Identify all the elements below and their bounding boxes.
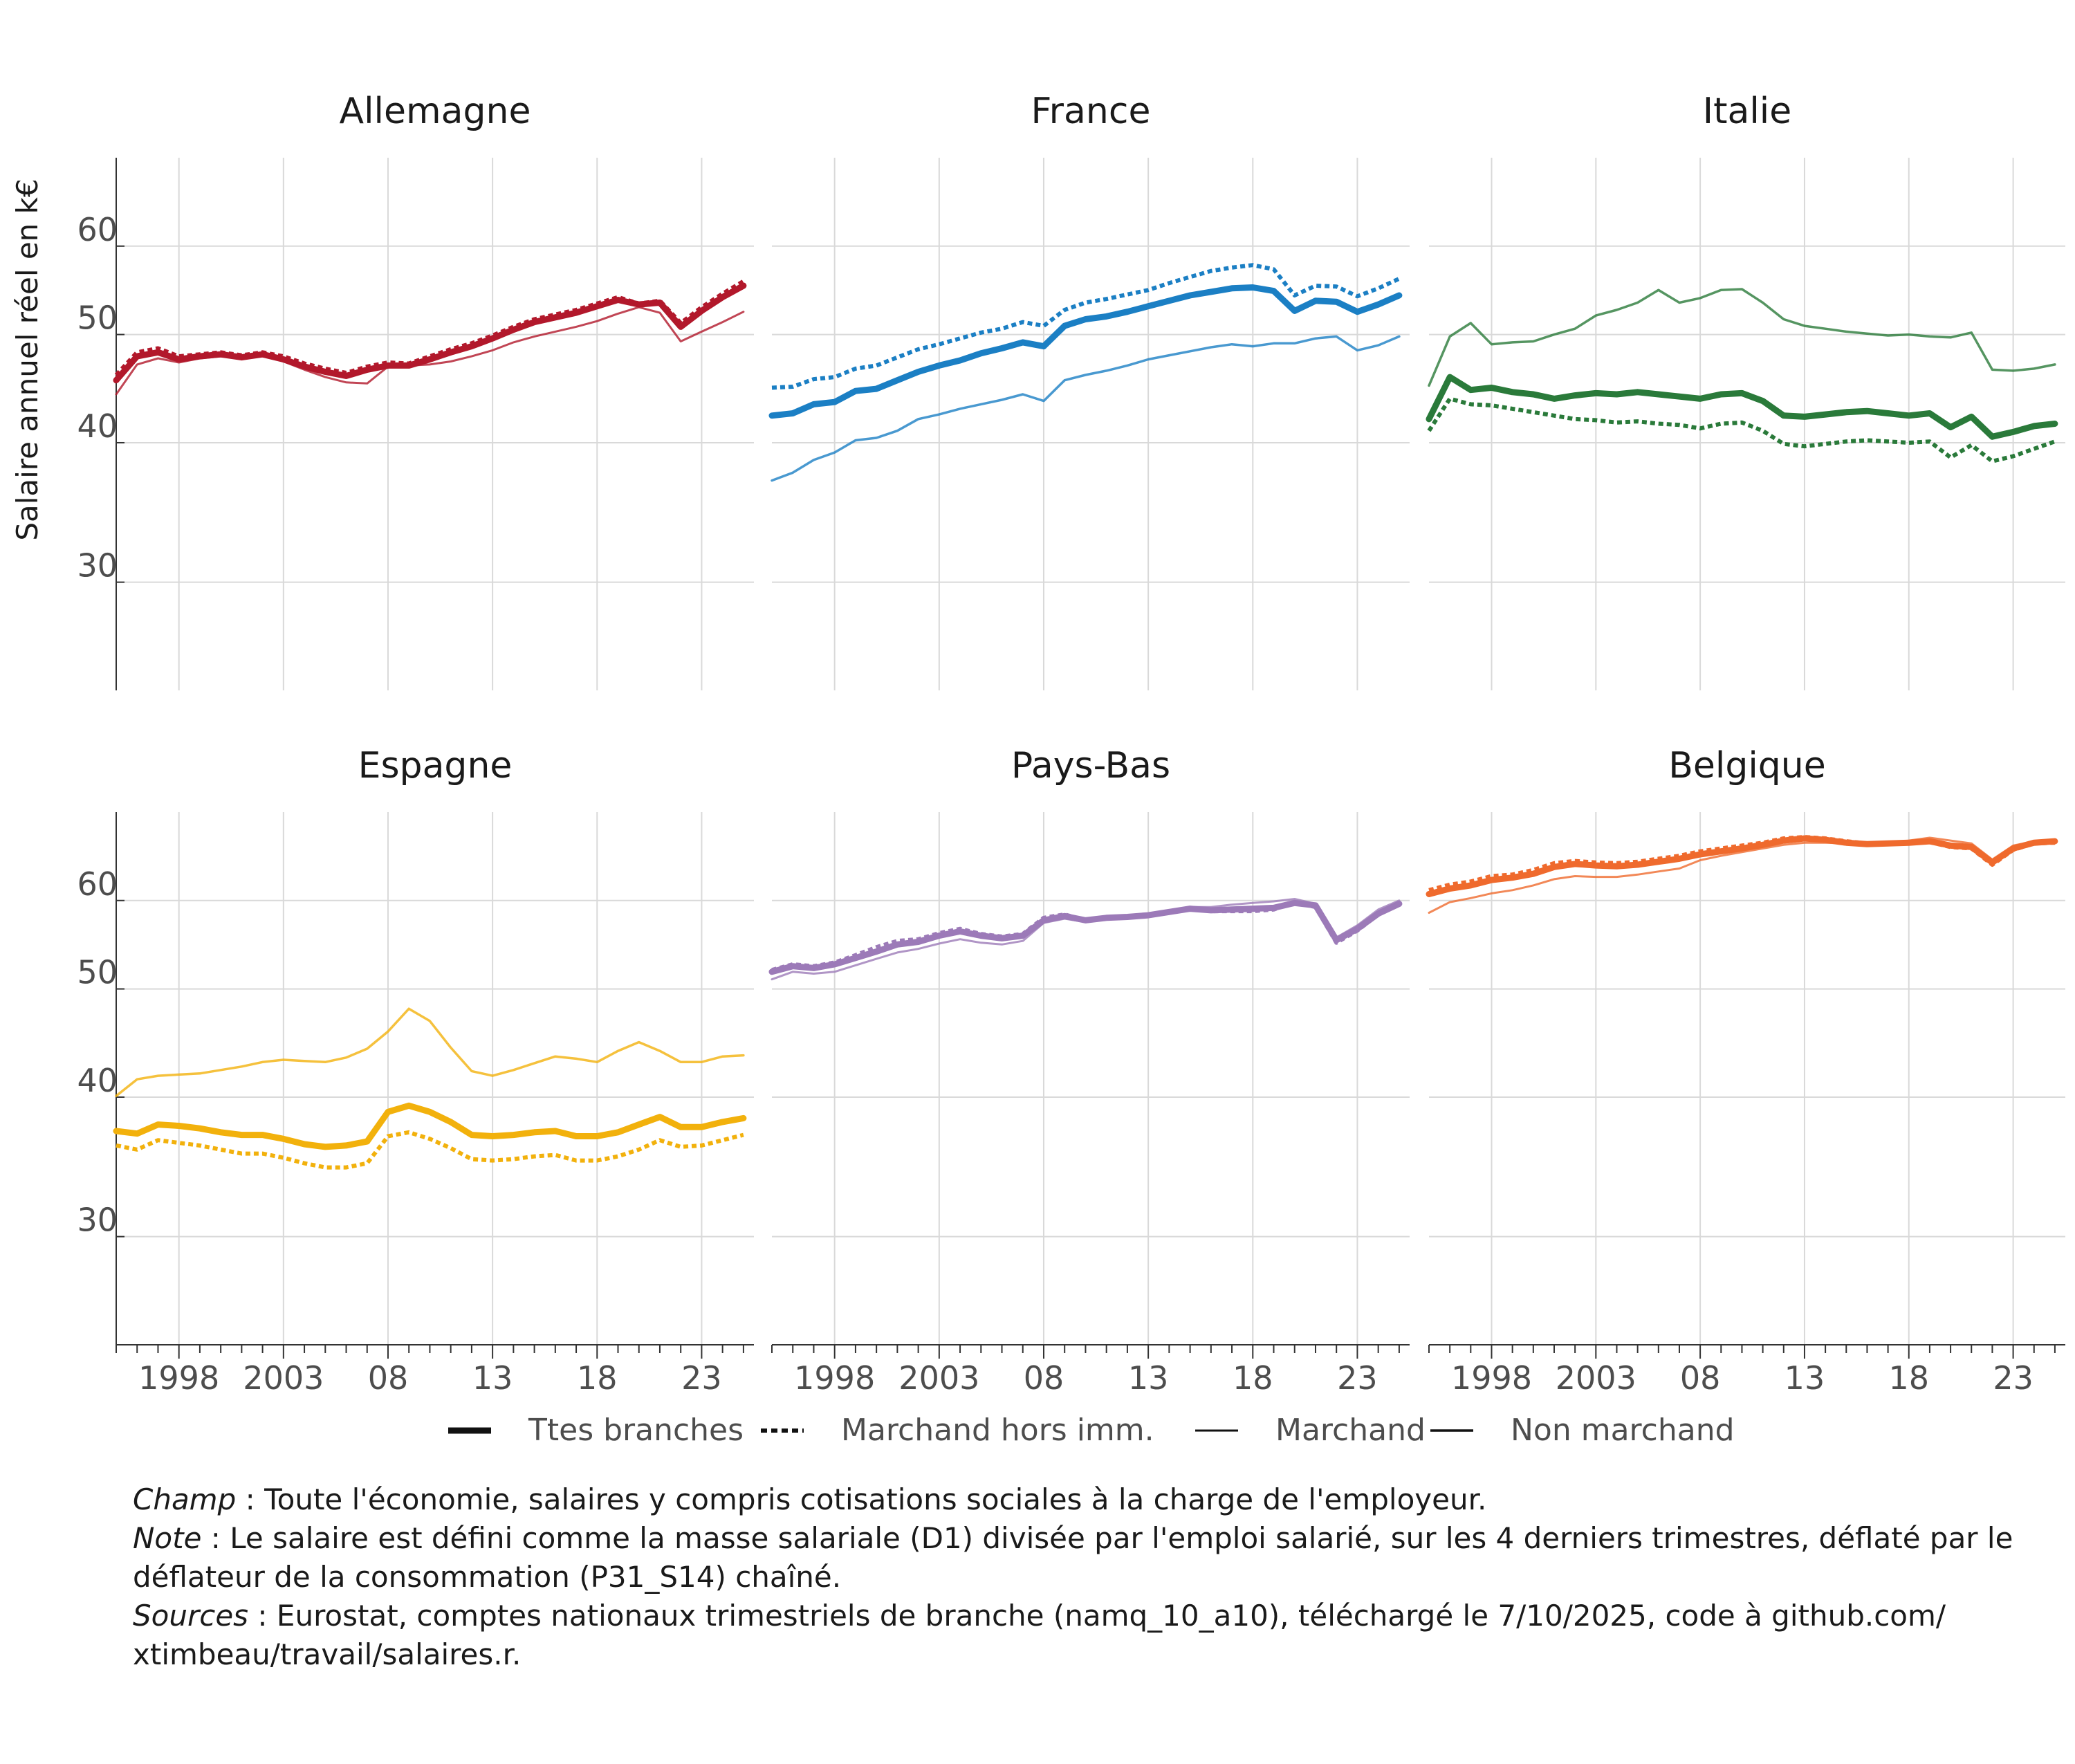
caption-sources: Sources : Eurostat, comptes nationaux tr… [133,1597,2028,1674]
y-tick-label: 60 [77,211,118,248]
panel-title: Belgique [1668,745,1826,787]
y-tick-label: 30 [77,1202,118,1239]
x-tick-label: 1998 [138,1359,219,1397]
legend: Ttes branches Marchand hors imm. Marchand N… [448,1413,1735,1448]
panel-title: Pays-Bas [1011,745,1170,787]
series-line-marchand [771,898,1401,981]
series-line-non-marchand [115,1007,745,1097]
y-axis-label: Salaire annuel réel en k€ [10,178,44,540]
series-line-marchand-hors-imm [771,263,1401,390]
x-tick-label: 2003 [243,1359,324,1397]
series-line-ttes-branches [768,899,1403,975]
y-tick-label: 40 [77,407,118,445]
legend-label: Marchand [1275,1413,1426,1448]
series-line-marchand-hors-imm [771,900,1401,972]
x-tick-label: 1998 [794,1359,875,1397]
legend-item-ttes-branches: Ttes branches [448,1413,744,1448]
y-tick-label: 30 [77,547,118,585]
x-tick-label: 13 [1784,1359,1825,1397]
x-tick-label: 23 [681,1359,722,1397]
series-line-marchand [115,306,745,396]
panel-title: Allemagne [340,91,531,132]
series-line-ttes-branches [1426,835,2058,897]
caption-note-text: : Le salaire est défini comme la masse s… [133,1521,2013,1594]
legend-item-marchand-hors-imm: Marchand hors imm. [761,1413,1154,1448]
series-line-ttes-branches [768,284,1403,419]
x-tick-label: 08 [368,1359,409,1397]
series-line-non-marchand [771,335,1401,482]
series-line-marchand [1428,836,2056,914]
panel-title: Espagne [358,745,513,787]
x-tick-label: 08 [1680,1359,1721,1397]
legend-label: Non marchand [1511,1413,1735,1448]
panel-france: France [768,91,1410,690]
x-tick-label: 18 [577,1359,618,1397]
series-line-non-marchand [1428,288,2056,387]
caption-champ: Champ : Toute l'économie, salaires y com… [133,1480,2028,1519]
x-tick-label: 18 [1233,1359,1273,1397]
panel-title: Italie [1703,91,1791,132]
panel-allemagne: Allemagne 30 40 50 60 [77,91,754,690]
series-line-ttes-branches [113,1102,747,1150]
panel-espagne: Espagne 30 40 50 60 1998 2003 08 13 18 23 [77,745,754,1397]
series-line-ttes-branches [113,282,747,384]
x-tick-label: 23 [1993,1359,2034,1397]
x-tick-label: 08 [1024,1359,1064,1397]
panel-belgique: Belgique 1998 2003 08 13 18 23 [1426,745,2065,1397]
caption-sources-label: Sources [133,1599,249,1633]
y-tick-label: 50 [77,300,118,337]
caption: Champ : Toute l'économie, salaires y com… [133,1480,2028,1674]
series-line-marchand-hors-imm [1427,396,2056,463]
x-tick-label: 18 [1888,1359,1929,1397]
x-tick-label: 2003 [1556,1359,1636,1397]
legend-item-marchand: Marchand [1195,1413,1426,1448]
series-line-marchand-hors-imm [116,1130,744,1170]
legend-label: Ttes branches [528,1413,744,1448]
legend-item-non-marchand: Non marchand [1430,1413,1735,1448]
caption-note-label: Note [133,1521,202,1555]
x-tick-label: 13 [1128,1359,1169,1397]
caption-sources-text: : Eurostat, comptes nationaux trimestrie… [133,1599,1946,1671]
caption-note: Note : Le salaire est défini comme la ma… [133,1519,2028,1597]
x-tick-label: 1998 [1451,1359,1532,1397]
panel-title: France [1031,91,1151,132]
panel-pays-bas: Pays-Bas 1998 2003 08 13 18 23 [768,745,1410,1397]
y-tick-label: 50 [77,954,118,991]
x-tick-label: 23 [1337,1359,1378,1397]
y-tick-label: 40 [77,1062,118,1099]
caption-champ-text: : Toute l'économie, salaires y compris c… [236,1482,1487,1516]
panel-italie: Italie [1426,91,2065,690]
y-tick-label: 60 [77,865,118,903]
legend-label: Marchand hors imm. [841,1413,1154,1448]
chart-figure: Allemagne 30 40 50 60 France Italie Espagne 30 40… [10,91,2065,1448]
caption-champ-label: Champ [133,1482,237,1516]
x-tick-label: 13 [472,1359,513,1397]
series-line-ttes-branches [1426,374,2058,440]
panels-layer: Allemagne 30 40 50 60 France Italie Espagne 30 40… [77,91,2065,1397]
x-tick-label: 2003 [898,1359,979,1397]
